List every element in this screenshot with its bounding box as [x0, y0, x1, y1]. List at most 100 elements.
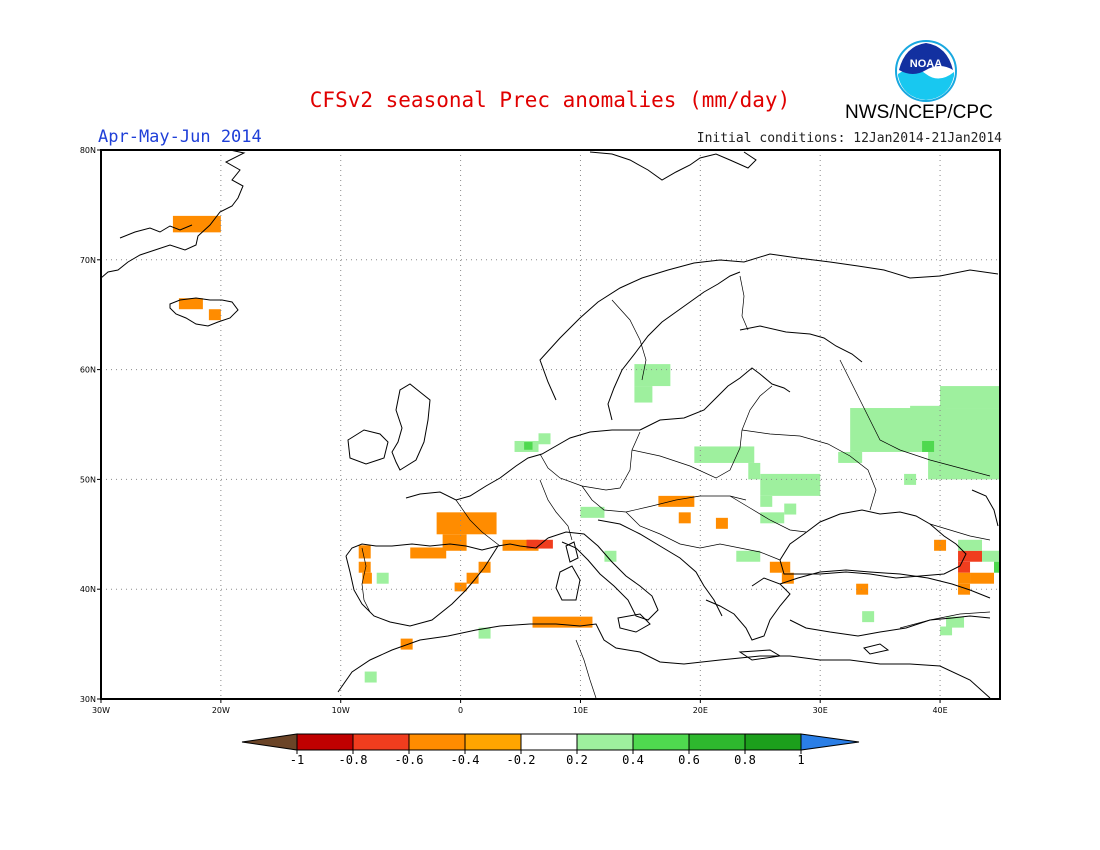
anomaly-cell [760, 473, 821, 496]
anomaly-cell [178, 298, 203, 310]
anomaly-cell [856, 583, 869, 595]
border-spain-portugal [361, 547, 371, 613]
coastline-sardinia [555, 565, 581, 601]
anomaly-cell [604, 550, 617, 562]
coastline-crete [738, 649, 782, 661]
anomaly-cell [658, 495, 695, 507]
lat-tick-label: 70N [80, 256, 96, 265]
precip-anomaly-map: 80N 70N 60N 50N 40N 30N 30W 20W 10W 0 10E 20E 30E 40E [80, 146, 1001, 715]
colorbar-arrow-low [241, 733, 298, 751]
anomaly-cell [502, 539, 539, 551]
border-caucasus [929, 523, 991, 541]
anomaly-cell [634, 364, 671, 387]
anomaly-cell [958, 583, 971, 595]
border-belarus [741, 385, 773, 431]
anomaly-cell [862, 611, 875, 623]
border-central [581, 485, 747, 513]
anomaly-cell [524, 442, 533, 450]
border-algeria-libya [575, 639, 597, 699]
anomaly-cell [358, 545, 371, 559]
colorbar-label: 1 [797, 753, 804, 767]
chart-title: CFSv2 seasonal Prec anomalies (mm/day) [309, 88, 791, 112]
coastline-caspian [971, 489, 999, 527]
lat-tick-label: 60N [80, 366, 96, 375]
colorbar-bin [408, 733, 466, 751]
lat-tick-label: 50N [80, 475, 96, 484]
lon-tick-label: 30W [92, 706, 110, 715]
coastline-ireland [347, 429, 389, 465]
coastline-baltic [639, 367, 791, 431]
coastline-greenland-2 [119, 224, 193, 239]
anomaly-cell [208, 309, 221, 321]
border-france [455, 479, 573, 547]
lon-tick-label: 40E [932, 706, 947, 715]
coastline-greece [705, 577, 791, 641]
anomaly-cell [958, 539, 983, 551]
colorbar-bin [688, 733, 746, 751]
anomaly-cell [678, 512, 691, 524]
initial-conditions-label: Initial conditions: 12Jan2014-21Jan2014 [696, 131, 1002, 146]
colorbar-label: -0.2 [507, 753, 536, 767]
lon-tick-label: 30E [813, 706, 828, 715]
lat-tick-label: 40N [80, 585, 96, 594]
lat-tick-label: 30N [80, 695, 96, 704]
anomaly-cell [736, 550, 761, 562]
anomaly-cell [958, 572, 971, 584]
anomaly-cell [781, 572, 794, 584]
coastline-scandinavia [539, 253, 999, 401]
coastline-iceland [169, 297, 239, 327]
colorbar-label: 0.6 [678, 753, 700, 767]
anomaly-cell [994, 561, 1000, 573]
coastline-cyprus [863, 643, 890, 655]
coastline-turkey-south [789, 615, 991, 637]
anomaly-cell [400, 638, 413, 650]
anomaly-cell [769, 561, 791, 573]
colorbar-bin [520, 733, 578, 751]
anomaly-cell [715, 517, 728, 529]
coastline-black-sea [779, 509, 967, 579]
anomaly-cell [526, 539, 553, 549]
noaa-logo: NOAA [895, 40, 957, 102]
anomaly-cell [580, 506, 605, 518]
colorbar-label: 0.4 [622, 753, 644, 767]
coastline-greenland [101, 150, 246, 279]
anomaly-cell [376, 572, 389, 584]
anomaly-cell [784, 503, 797, 515]
border-ukraine [741, 429, 877, 511]
coastline-adriatic [597, 519, 723, 617]
anomaly-cell [442, 534, 467, 551]
anomaly-cell [922, 440, 935, 452]
anomaly-cell [946, 616, 965, 628]
coastline-turkey [779, 569, 991, 599]
colorbar-bin [632, 733, 690, 751]
anomaly-cell [362, 572, 372, 584]
coastline-europe-west [405, 429, 640, 501]
anomaly-cell [928, 408, 1000, 480]
colorbar-label: 0.8 [734, 753, 756, 767]
anomaly-cell [940, 386, 1000, 409]
colorbar-bin [296, 733, 354, 751]
coastline-iberia [345, 537, 549, 557]
anomaly-cell [970, 572, 995, 584]
anomaly-cell [694, 446, 755, 463]
lat-tick-label: 80N [80, 146, 96, 155]
colorbar-bin [352, 733, 410, 751]
anomaly-cell [364, 671, 377, 683]
border-finland [739, 275, 749, 331]
svg-text:NOAA: NOAA [910, 58, 942, 70]
coastline-uk [391, 383, 431, 471]
coastline-iberia-south [345, 545, 499, 627]
border-russia [839, 359, 991, 477]
agency-label: NWS/NCEP/CPC [845, 102, 993, 123]
border-balkans [625, 511, 781, 561]
border-germany [539, 431, 641, 491]
coastline-sweden [607, 271, 741, 421]
anomaly-cell [958, 550, 983, 562]
lon-tick-label: 20E [693, 706, 708, 715]
lon-tick-label: 10E [573, 706, 588, 715]
colorbar-label: -0.4 [451, 753, 480, 767]
anomaly-cell [410, 547, 447, 559]
season-label: Apr-May-Jun 2014 [98, 127, 262, 147]
coastline-italy [547, 531, 659, 621]
colorbar-bin [576, 733, 634, 751]
